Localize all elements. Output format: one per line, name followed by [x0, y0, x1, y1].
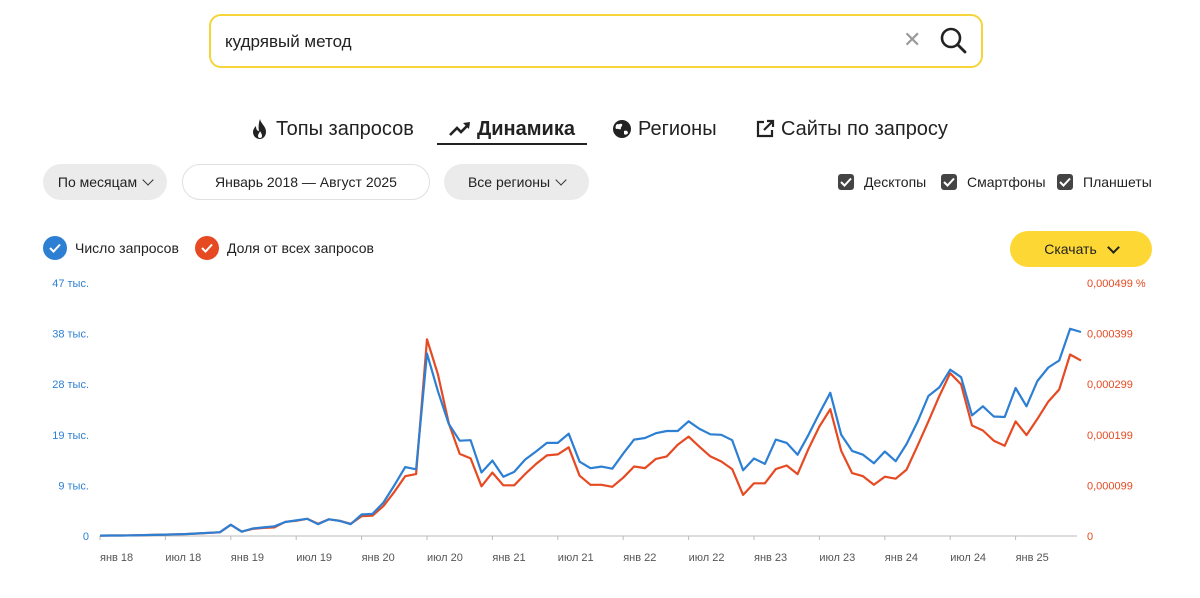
legend-share[interactable]: Доля от всех запросов [195, 236, 374, 260]
x-tick-label: янв 21 [492, 552, 525, 564]
external-link-icon [755, 119, 775, 139]
tab-dynamics[interactable]: Динамика [437, 115, 587, 145]
fire-icon [250, 118, 270, 140]
y-right-tick-label: 0,000199 [1087, 430, 1133, 442]
checkbox-tablets[interactable]: Планшеты [1057, 174, 1152, 190]
check-icon [941, 174, 957, 190]
checkbox-desktops[interactable]: Десктопы [838, 174, 926, 190]
search-bar: кудрявый метод ✕ [209, 14, 983, 68]
clear-icon[interactable]: ✕ [903, 27, 922, 52]
download-button[interactable]: Скачать [1010, 231, 1152, 267]
checkbox-label: Планшеты [1083, 174, 1152, 190]
checkbox-label: Десктопы [864, 174, 927, 190]
legend-label: Число запросов [75, 240, 179, 256]
series-line-share [99, 338, 1082, 537]
check-icon [43, 236, 67, 260]
tabs-bar: Топы запросов Динамика Регионы Сайты по … [0, 115, 1200, 145]
search-icon[interactable] [939, 26, 969, 56]
x-tick-label: июл 20 [427, 552, 463, 564]
x-tick-label: янв 25 [1016, 552, 1049, 564]
regions-select[interactable]: Все регионы [444, 164, 589, 200]
x-tick-label: июл 22 [689, 552, 725, 564]
date-range-picker[interactable]: Январь 2018 — Август 2025 [182, 164, 430, 200]
x-tick-label: янв 23 [754, 552, 787, 564]
legend-searches[interactable]: Число запросов [43, 236, 179, 260]
y-left-tick-label: 9 тыс. [58, 480, 89, 492]
legend-label: Доля от всех запросов [227, 240, 374, 256]
x-tick-label: июл 19 [296, 552, 332, 564]
regions-label: Все регионы [467, 174, 551, 190]
check-icon [1057, 174, 1073, 190]
y-left-tick-label: 19 тыс. [52, 430, 89, 442]
search-input[interactable]: кудрявый метод [225, 32, 352, 51]
y-right-tick-label: 0,000399 [1087, 329, 1133, 341]
y-left-tick-label: 28 тыс. [52, 379, 89, 391]
y-right-tick-label: 0,000499 % [1087, 278, 1146, 290]
tab-label: Динамика [477, 117, 575, 140]
period-select[interactable]: По месяцам [43, 164, 167, 200]
tab-label: Сайты по запросу [781, 117, 948, 140]
x-tick-label: янв 20 [362, 552, 395, 564]
checkbox-smartphones[interactable]: Смартфоны [941, 174, 1046, 190]
x-tick-label: янв 18 [100, 552, 133, 564]
series-line-searches [99, 327, 1082, 537]
x-tick-label: июл 18 [165, 552, 201, 564]
trend-up-icon [449, 121, 471, 137]
x-tick-label: янв 24 [885, 552, 918, 564]
tab-tops[interactable]: Топы запросов [250, 115, 414, 143]
x-tick-label: янв 19 [231, 552, 264, 564]
y-right-tick-label: 0,000099 [1087, 480, 1133, 492]
y-right-tick-label: 0,000299 [1087, 379, 1133, 391]
y-right-tick-label: 0 [1087, 531, 1093, 543]
tab-label: Регионы [638, 117, 717, 140]
y-left-tick-label: 0 [83, 531, 89, 543]
globe-icon [612, 119, 632, 139]
y-left-tick-label: 47 тыс. [52, 278, 89, 290]
y-left-tick-label: 38 тыс. [52, 329, 89, 341]
x-tick-label: июл 23 [819, 552, 855, 564]
tab-sites[interactable]: Сайты по запросу [755, 115, 948, 143]
x-tick-label: июл 24 [950, 552, 986, 564]
checkbox-label: Смартфоны [967, 174, 1046, 190]
date-range-label: Январь 2018 — Август 2025 [215, 174, 397, 190]
x-tick-label: июл 21 [558, 552, 594, 564]
period-label: По месяцам [57, 174, 138, 190]
download-label: Скачать [1044, 241, 1097, 257]
x-tick-label: янв 22 [623, 552, 656, 564]
tab-label: Топы запросов [276, 117, 414, 140]
tab-regions[interactable]: Регионы [612, 115, 717, 143]
check-icon [195, 236, 219, 260]
check-icon [838, 174, 854, 190]
